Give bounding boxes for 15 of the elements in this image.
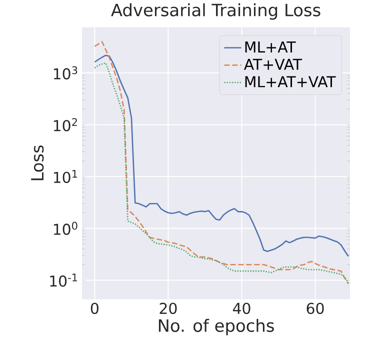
y-tick-label: 10$^{0}$ — [54, 222, 78, 235]
y-tick-label: 10$^{3}$ — [54, 66, 78, 80]
x-tick-label: 20 — [160, 302, 177, 314]
legend-label: ML+AT+VAT — [245, 76, 336, 88]
y-tick-label: 10$^{1}$ — [54, 170, 78, 183]
x-tick-label: 0 — [90, 302, 98, 314]
y-tick-label: 10$^{2}$ — [54, 118, 77, 132]
x-axis-title: No. of epochs — [158, 318, 274, 336]
legend-label: ML+AT — [245, 41, 296, 52]
chart-title: Adversarial Training Loss — [111, 3, 320, 20]
y-axis-title: Loss — [31, 145, 44, 180]
y-tick-label: 10$^{-1}$ — [50, 274, 78, 287]
x-tick-label: 40 — [232, 302, 250, 314]
x-tick-label: 60 — [306, 302, 324, 314]
legend-label: AT+VAT — [244, 58, 302, 70]
